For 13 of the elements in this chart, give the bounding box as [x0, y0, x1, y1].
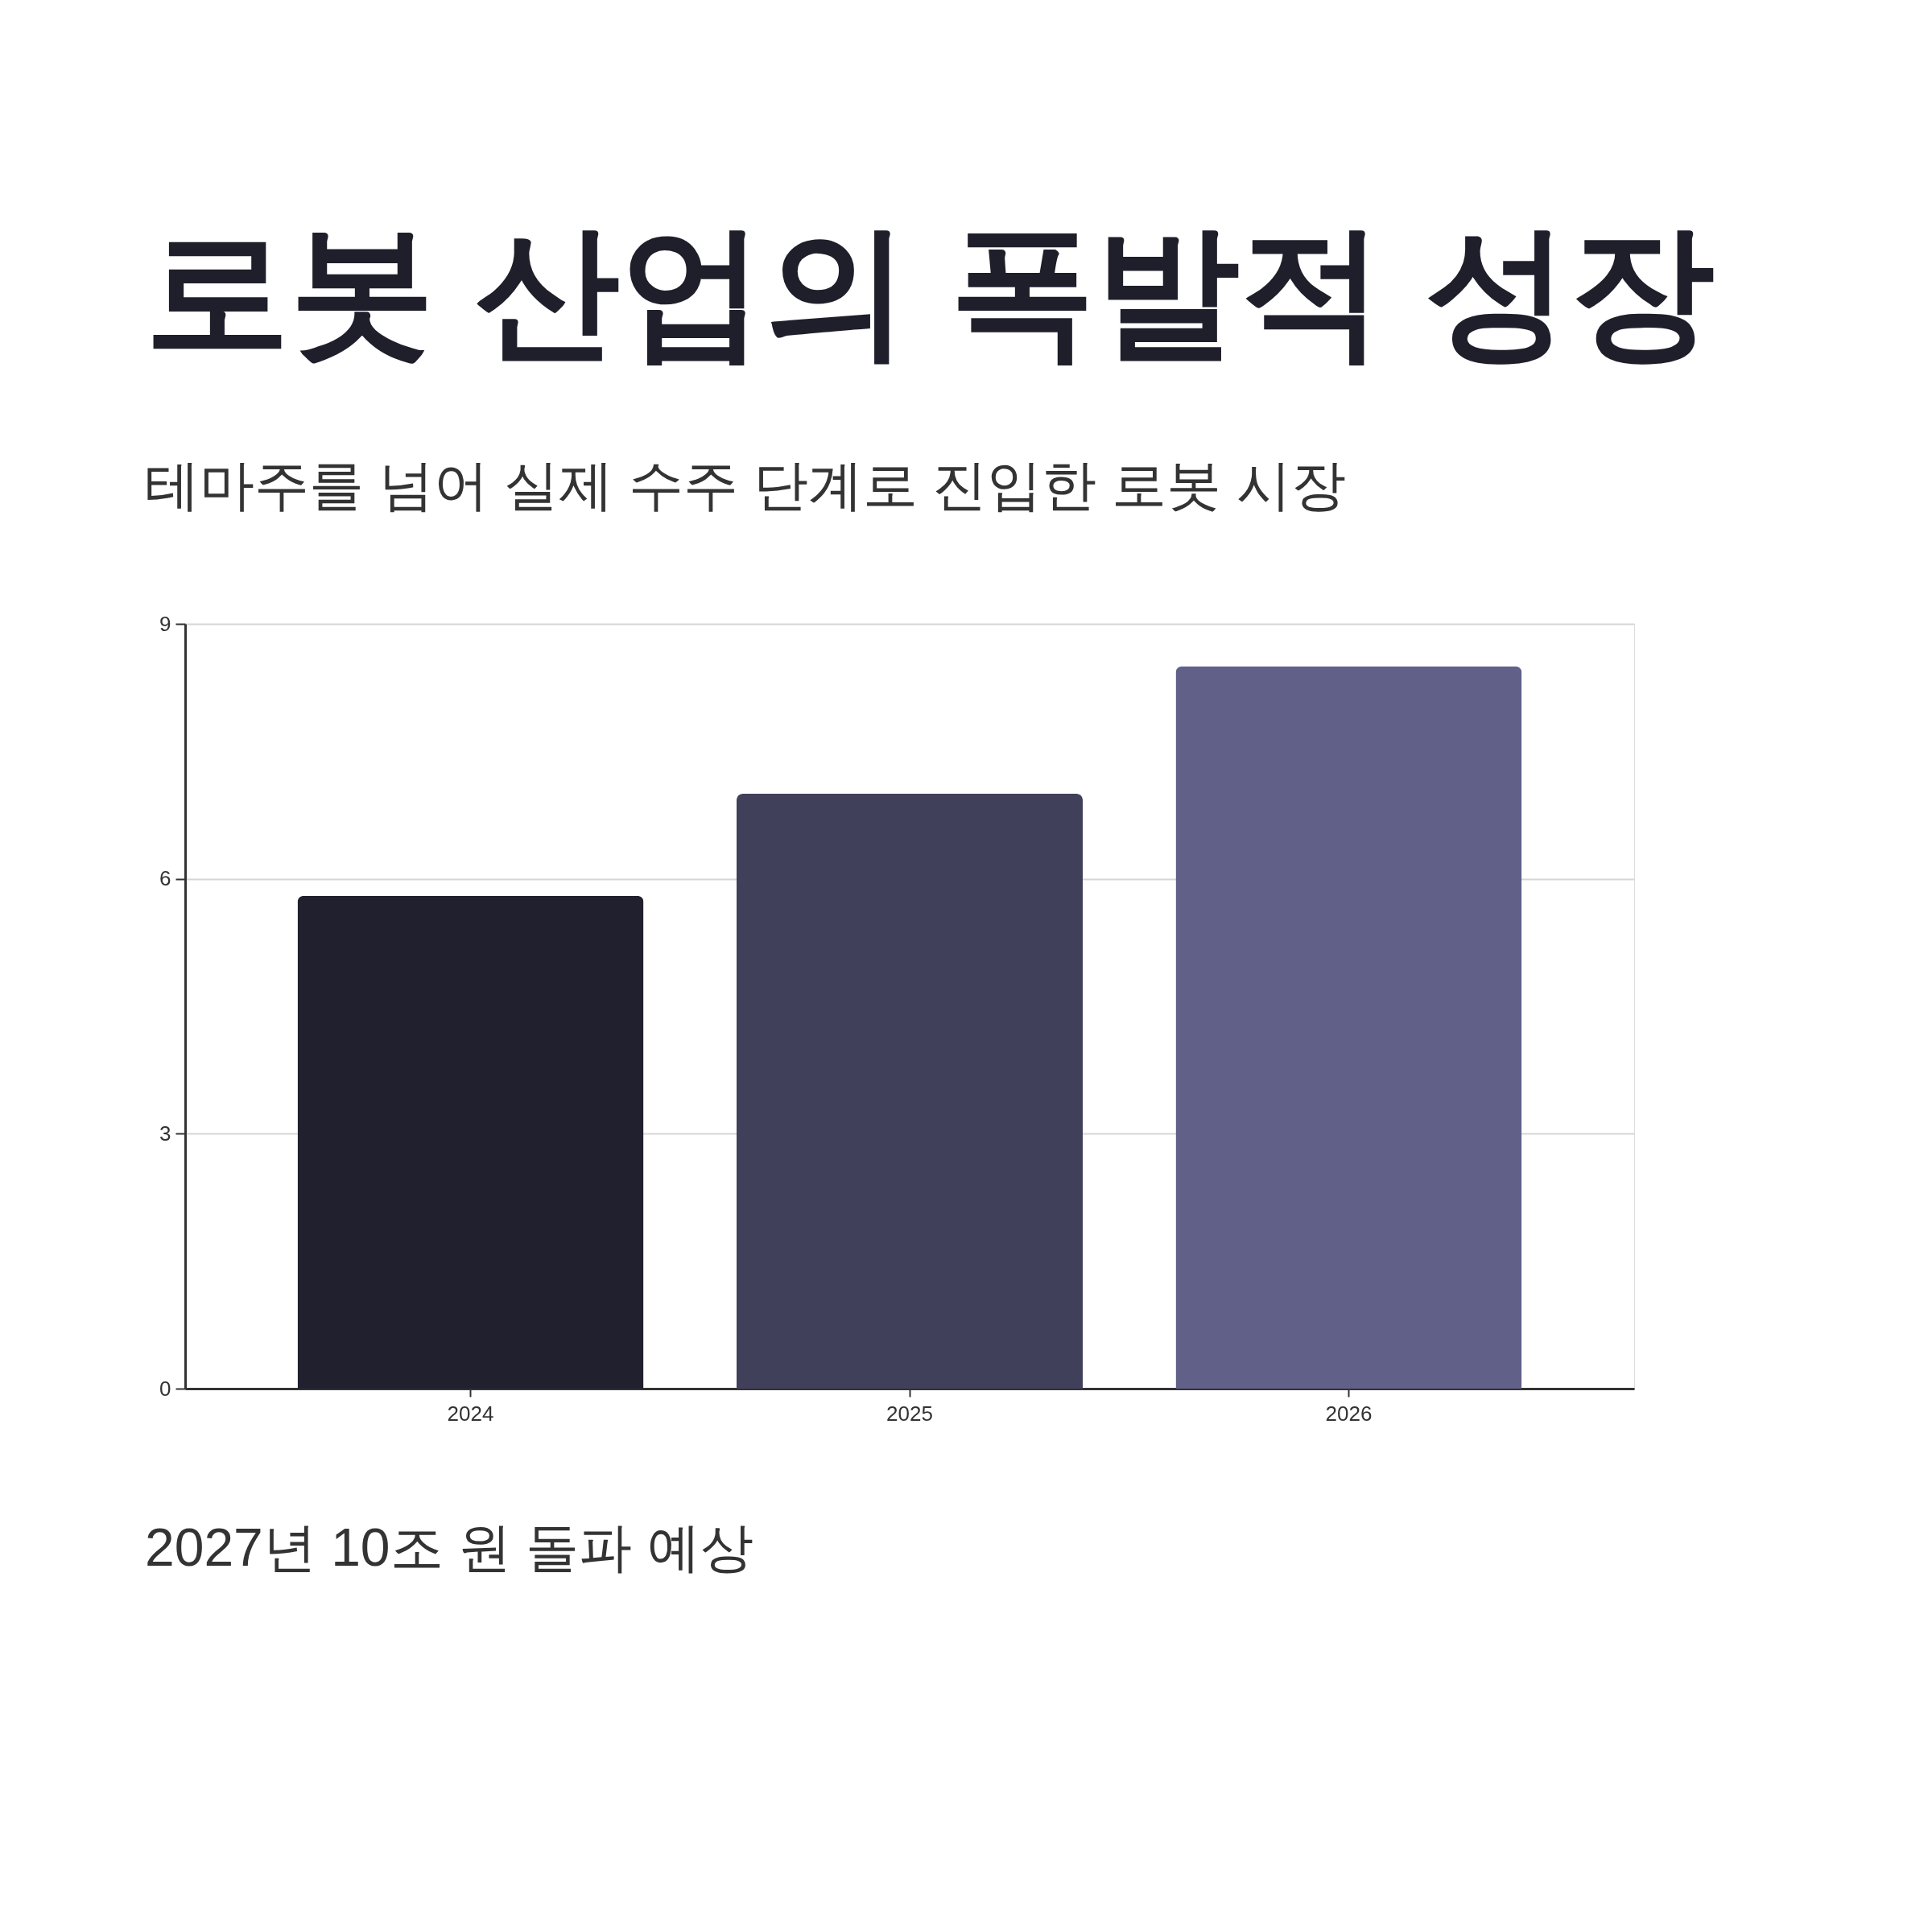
y-tick-label: 3 [159, 1121, 171, 1146]
x-tick-label: 2024 [447, 1401, 494, 1426]
bar [1175, 666, 1522, 1389]
y-tick-label: 9 [159, 611, 171, 636]
x-tick-label: 2026 [1325, 1401, 1373, 1426]
y-tick-label: 0 [159, 1376, 171, 1401]
y-tick-label: 6 [159, 866, 171, 891]
bar [297, 895, 644, 1389]
bar [737, 794, 1083, 1389]
x-tick-label: 2025 [886, 1401, 933, 1426]
chart-subtitle: 테마주를 넘어 실제 수주 단계로 진입한 로봇 시장 [145, 454, 1347, 515]
text: 2027년 10조 원 돌파 예상 [145, 1517, 753, 1577]
chart-title: 로봇 산업의 폭발적 성장 [145, 210, 1715, 372]
